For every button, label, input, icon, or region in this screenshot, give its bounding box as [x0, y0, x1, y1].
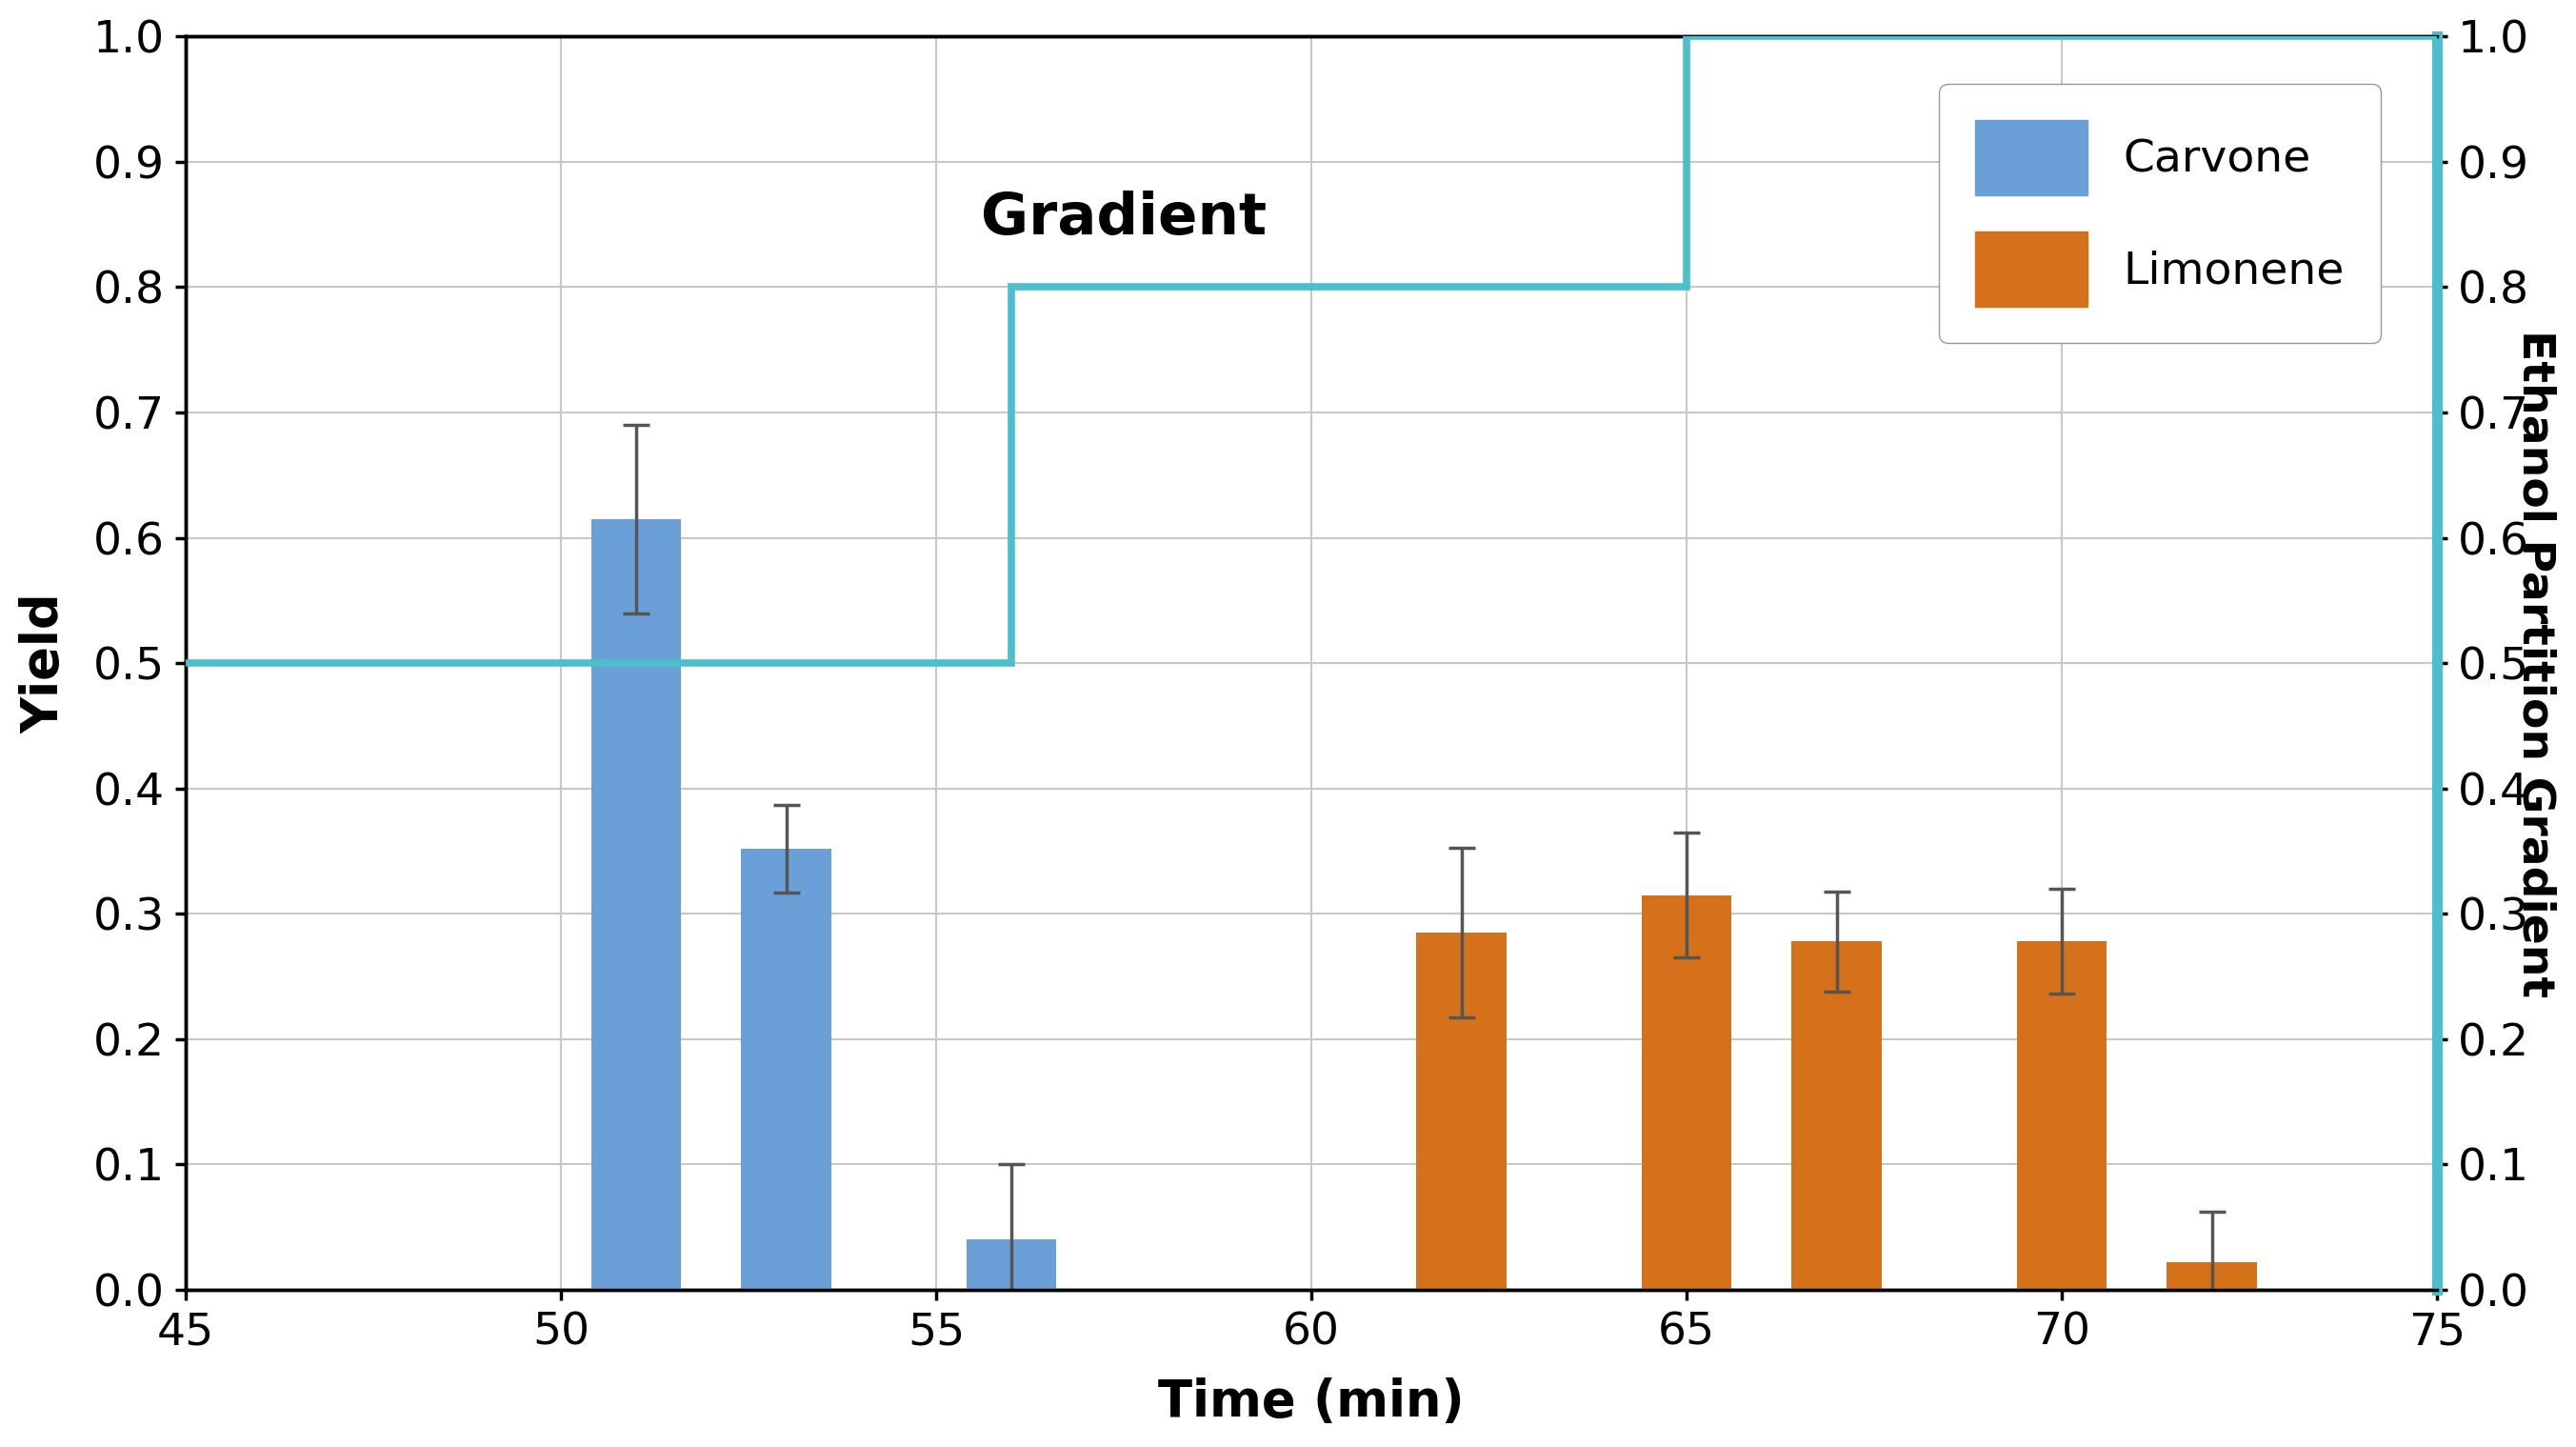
Legend: Carvone, Limonene: Carvone, Limonene: [1940, 84, 2380, 343]
Bar: [1417, 932, 1507, 1289]
Bar: [1793, 942, 1880, 1289]
Text: Gradient: Gradient: [981, 190, 1267, 246]
Bar: [590, 519, 680, 1289]
Y-axis label: Ethanol Partition Gradient: Ethanol Partition Gradient: [2514, 330, 2555, 997]
Bar: [2166, 1262, 2257, 1289]
Bar: [742, 848, 832, 1289]
X-axis label: Time (min): Time (min): [1159, 1378, 1466, 1427]
Bar: [1641, 896, 1731, 1289]
Y-axis label: Yield: Yield: [21, 593, 70, 734]
Bar: [966, 1240, 1056, 1289]
Bar: [2017, 942, 2107, 1289]
